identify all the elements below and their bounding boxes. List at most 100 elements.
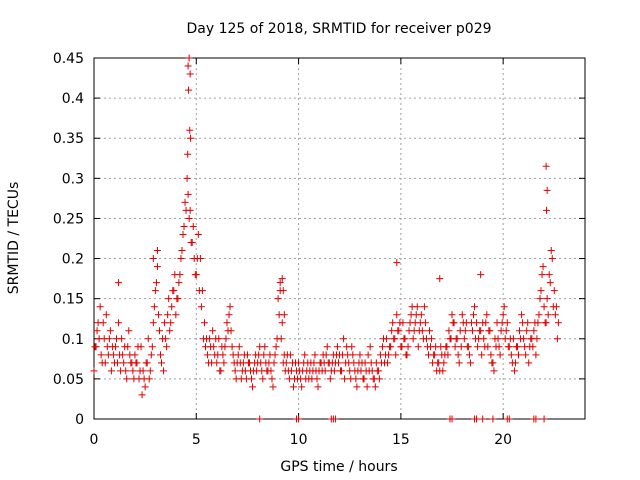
- data-point: [396, 319, 404, 327]
- data-point: [394, 327, 402, 335]
- data-point: [517, 335, 525, 343]
- data-point: [388, 327, 396, 335]
- data-point: [422, 335, 430, 343]
- data-point: [123, 375, 131, 383]
- data-point: [536, 295, 544, 303]
- data-point: [542, 162, 550, 170]
- data-point: [138, 391, 146, 399]
- data-point: [289, 383, 297, 391]
- data-point: [487, 351, 495, 359]
- data-point: [537, 287, 545, 295]
- data-point: [424, 351, 432, 359]
- data-point: [194, 230, 202, 238]
- data-point: [461, 327, 469, 335]
- data-point: [285, 375, 293, 383]
- data-point: [322, 351, 330, 359]
- data-point: [467, 319, 475, 327]
- data-point: [455, 359, 463, 367]
- data-point: [179, 230, 187, 238]
- data-point: [149, 319, 157, 327]
- data-point: [512, 343, 520, 351]
- data-point: [277, 335, 285, 343]
- data-point: [232, 375, 240, 383]
- data-point: [301, 351, 309, 359]
- data-point: [106, 327, 114, 335]
- data-point: [120, 359, 128, 367]
- data-point: [251, 359, 259, 367]
- data-point: [238, 367, 246, 375]
- data-point: [378, 343, 386, 351]
- data-point: [269, 383, 277, 391]
- data-point: [197, 303, 205, 311]
- data-point: [225, 311, 233, 319]
- data-point: [530, 327, 538, 335]
- data-point: [400, 335, 408, 343]
- data-point: [382, 351, 390, 359]
- data-point: [418, 327, 426, 335]
- data-point: [244, 359, 252, 367]
- data-point: [540, 303, 548, 311]
- y-tick-labels: 0 0.05 0.1 0.15 0.2 0.25 0.3 0.35 0.4 0.45: [53, 51, 84, 428]
- data-point: [377, 359, 385, 367]
- data-point: [240, 351, 248, 359]
- data-point: [114, 359, 122, 367]
- x-tick-label: 5: [192, 432, 201, 448]
- data-point: [543, 206, 551, 214]
- data-point: [416, 319, 424, 327]
- data-point: [402, 351, 410, 359]
- data-point: [386, 343, 394, 351]
- data-point: [200, 319, 208, 327]
- data-point: [283, 351, 291, 359]
- data-point: [314, 383, 322, 391]
- data-point: [527, 335, 535, 343]
- data-point: [488, 359, 496, 367]
- data-point: [449, 319, 457, 327]
- data-point: [439, 367, 447, 375]
- data-point: [549, 303, 557, 311]
- data-point: [259, 375, 267, 383]
- data-point: [547, 247, 555, 255]
- data-point: [539, 263, 547, 271]
- data-point: [101, 359, 109, 367]
- data-point: [111, 343, 119, 351]
- data-point: [541, 319, 549, 327]
- data-point: [414, 343, 422, 351]
- data-point: [341, 375, 349, 383]
- data-point: [276, 279, 284, 287]
- data-point: [224, 327, 232, 335]
- data-point: [153, 263, 161, 271]
- data-point: [298, 383, 306, 391]
- data-point: [412, 311, 420, 319]
- data-point: [522, 351, 530, 359]
- x-tick-label: 20: [494, 432, 512, 448]
- data-point: [206, 335, 214, 343]
- data-point: [184, 190, 192, 198]
- data-point: [165, 295, 173, 303]
- data-point: [356, 351, 364, 359]
- data-point: [90, 367, 98, 375]
- data-point: [343, 343, 351, 351]
- data-point: [274, 295, 282, 303]
- data-point: [151, 287, 159, 295]
- x-tick-label: 10: [290, 432, 308, 448]
- data-point: [499, 311, 507, 319]
- data-point: [373, 367, 381, 375]
- y-tick-label: 0.35: [53, 131, 84, 147]
- data-point: [212, 335, 220, 343]
- data-point: [331, 415, 339, 423]
- data-point: [433, 367, 441, 375]
- data-point: [168, 303, 176, 311]
- data-point: [169, 287, 177, 295]
- y-tick-label: 0.2: [62, 252, 84, 268]
- data-point: [409, 335, 417, 343]
- data-point: [172, 311, 180, 319]
- data-point: [505, 415, 513, 423]
- data-point: [347, 375, 355, 383]
- data-point: [533, 335, 541, 343]
- data-point: [294, 375, 302, 383]
- data-point: [115, 279, 123, 287]
- data-point: [328, 359, 336, 367]
- data-point: [337, 367, 345, 375]
- y-tick-label: 0.1: [62, 332, 84, 348]
- data-point: [125, 327, 133, 335]
